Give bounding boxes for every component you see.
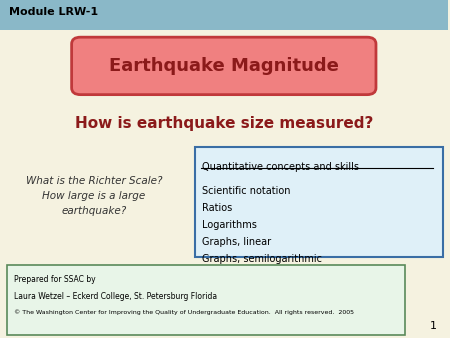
FancyBboxPatch shape bbox=[72, 37, 376, 95]
Text: earthquake?: earthquake? bbox=[61, 206, 126, 216]
Text: What is the Richter Scale?: What is the Richter Scale? bbox=[26, 176, 162, 186]
Text: Quantitative concepts and skills: Quantitative concepts and skills bbox=[202, 162, 359, 172]
Text: Scientific notation: Scientific notation bbox=[202, 186, 291, 196]
Text: Ratios: Ratios bbox=[202, 203, 233, 213]
Text: © The Washington Center for Improving the Quality of Undergraduate Education.  A: © The Washington Center for Improving th… bbox=[14, 309, 354, 315]
Text: Earthquake Magnitude: Earthquake Magnitude bbox=[109, 57, 339, 75]
Text: Module LRW-1: Module LRW-1 bbox=[9, 7, 98, 17]
Text: Prepared for SSAC by: Prepared for SSAC by bbox=[14, 275, 96, 285]
FancyBboxPatch shape bbox=[0, 0, 448, 30]
FancyBboxPatch shape bbox=[195, 147, 443, 257]
Text: Logarithms: Logarithms bbox=[202, 220, 257, 230]
Text: Graphs, linear: Graphs, linear bbox=[202, 237, 271, 247]
Text: 1: 1 bbox=[429, 321, 436, 331]
Text: Laura Wetzel – Eckerd College, St. Petersburg Florida: Laura Wetzel – Eckerd College, St. Peter… bbox=[14, 292, 217, 301]
FancyBboxPatch shape bbox=[7, 265, 405, 335]
Text: How is earthquake size measured?: How is earthquake size measured? bbox=[75, 116, 373, 131]
Text: How large is a large: How large is a large bbox=[42, 191, 146, 201]
Text: Graphs, semilogarithmic: Graphs, semilogarithmic bbox=[202, 254, 322, 264]
